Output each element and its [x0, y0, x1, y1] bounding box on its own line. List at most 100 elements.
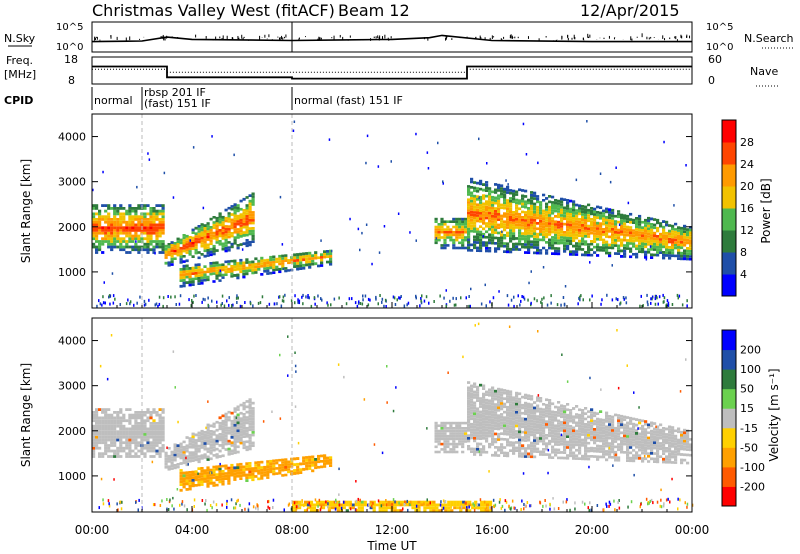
power-cell — [635, 236, 639, 240]
power-speckle — [522, 122, 525, 126]
power-cell — [509, 223, 513, 227]
velocity-cell — [527, 438, 531, 442]
power-cell — [116, 220, 120, 224]
velocity-cell — [641, 446, 645, 450]
velocity-cell — [500, 446, 504, 449]
power-speckle — [517, 294, 519, 298]
power-cell — [104, 204, 108, 207]
power-cell — [644, 245, 648, 249]
velocity-cell — [512, 404, 516, 408]
power-speckle — [103, 281, 105, 284]
velocity-cell — [632, 433, 636, 436]
velocity-cell — [137, 413, 141, 417]
velocity-cell — [506, 454, 510, 458]
power-cell — [617, 212, 621, 216]
power-cell — [230, 221, 234, 224]
power-cell — [530, 202, 534, 205]
power-cell — [182, 273, 186, 276]
power-cell — [188, 269, 192, 273]
power-cell — [134, 215, 138, 219]
power-cell — [215, 224, 219, 228]
velocity-cell — [662, 432, 666, 436]
power-speckle — [328, 138, 331, 141]
power-cell — [206, 227, 210, 231]
velocity-cell — [212, 446, 216, 449]
power-cell — [581, 223, 585, 227]
velocity-cell — [557, 440, 561, 444]
velocity-cell — [314, 466, 318, 470]
power-speckle — [192, 146, 195, 149]
velocity-cell — [632, 459, 636, 463]
power-speckle — [273, 302, 276, 306]
velocity-cell — [569, 430, 573, 433]
velocity-cell — [206, 479, 210, 483]
velocity-cell — [128, 419, 132, 423]
velocity-cell — [563, 432, 567, 435]
velocity-cell — [287, 468, 291, 471]
power-cell — [218, 242, 222, 246]
velocity-cell — [551, 456, 555, 459]
velocity-cell — [299, 468, 303, 472]
power-cell — [467, 214, 471, 218]
power-cell — [170, 254, 174, 258]
power-cell — [323, 250, 327, 253]
velocity-cell — [260, 460, 264, 464]
power-cell — [593, 245, 597, 249]
power-cell — [473, 197, 477, 201]
velocity-cell — [551, 432, 555, 435]
velocity-cell — [101, 422, 105, 425]
power-cell — [128, 234, 132, 238]
power-cell — [485, 194, 489, 198]
power-cell — [254, 262, 258, 266]
power-cell — [152, 231, 156, 235]
power-cell — [143, 248, 147, 252]
velocity-cell — [641, 419, 645, 423]
power-speckle — [92, 188, 94, 192]
power-cell — [545, 241, 549, 244]
velocity-cell — [122, 424, 126, 428]
power-speckle — [190, 304, 192, 308]
power-cell — [200, 234, 204, 237]
power-cell — [176, 251, 180, 254]
velocity-cell — [485, 437, 489, 440]
power-speckle — [399, 296, 401, 300]
velocity-cell — [158, 419, 162, 423]
power-cell — [488, 225, 492, 228]
power-cell — [452, 241, 456, 245]
power-cell — [122, 226, 126, 230]
power-cell — [662, 225, 666, 229]
power-cell — [512, 213, 516, 217]
velocity-cell — [197, 434, 201, 437]
power-cell — [197, 230, 201, 233]
power-cell — [497, 197, 501, 200]
velocity-cell — [494, 454, 498, 457]
velocity-cell — [467, 426, 471, 430]
velocity-cell — [128, 433, 132, 436]
velocity-cell — [608, 453, 612, 456]
velocity-cell — [536, 450, 540, 453]
power-cell — [287, 261, 291, 265]
power-cell — [599, 216, 603, 220]
velocity-cell — [509, 406, 513, 410]
power-cell — [506, 210, 510, 213]
velocity-cell — [590, 455, 594, 458]
power-cell — [521, 194, 525, 198]
power-cell — [92, 226, 96, 230]
velocity-cell — [542, 418, 546, 422]
power-cell — [113, 242, 117, 246]
velocity-cell — [479, 410, 483, 414]
velocity-cell — [185, 488, 189, 491]
velocity-cell — [470, 390, 474, 393]
power-cell — [482, 188, 486, 192]
velocity-cell — [197, 475, 201, 479]
velocity-cell — [533, 447, 537, 451]
power-cell — [521, 205, 525, 208]
velocity-cell — [530, 422, 534, 426]
power-cell — [611, 225, 615, 228]
velocity-cell — [206, 439, 210, 443]
velocity-cell — [581, 422, 585, 426]
velocity-cell — [122, 446, 126, 450]
power-cell — [521, 199, 525, 203]
power-speckle — [330, 249, 333, 253]
velocity-cell — [200, 429, 204, 433]
